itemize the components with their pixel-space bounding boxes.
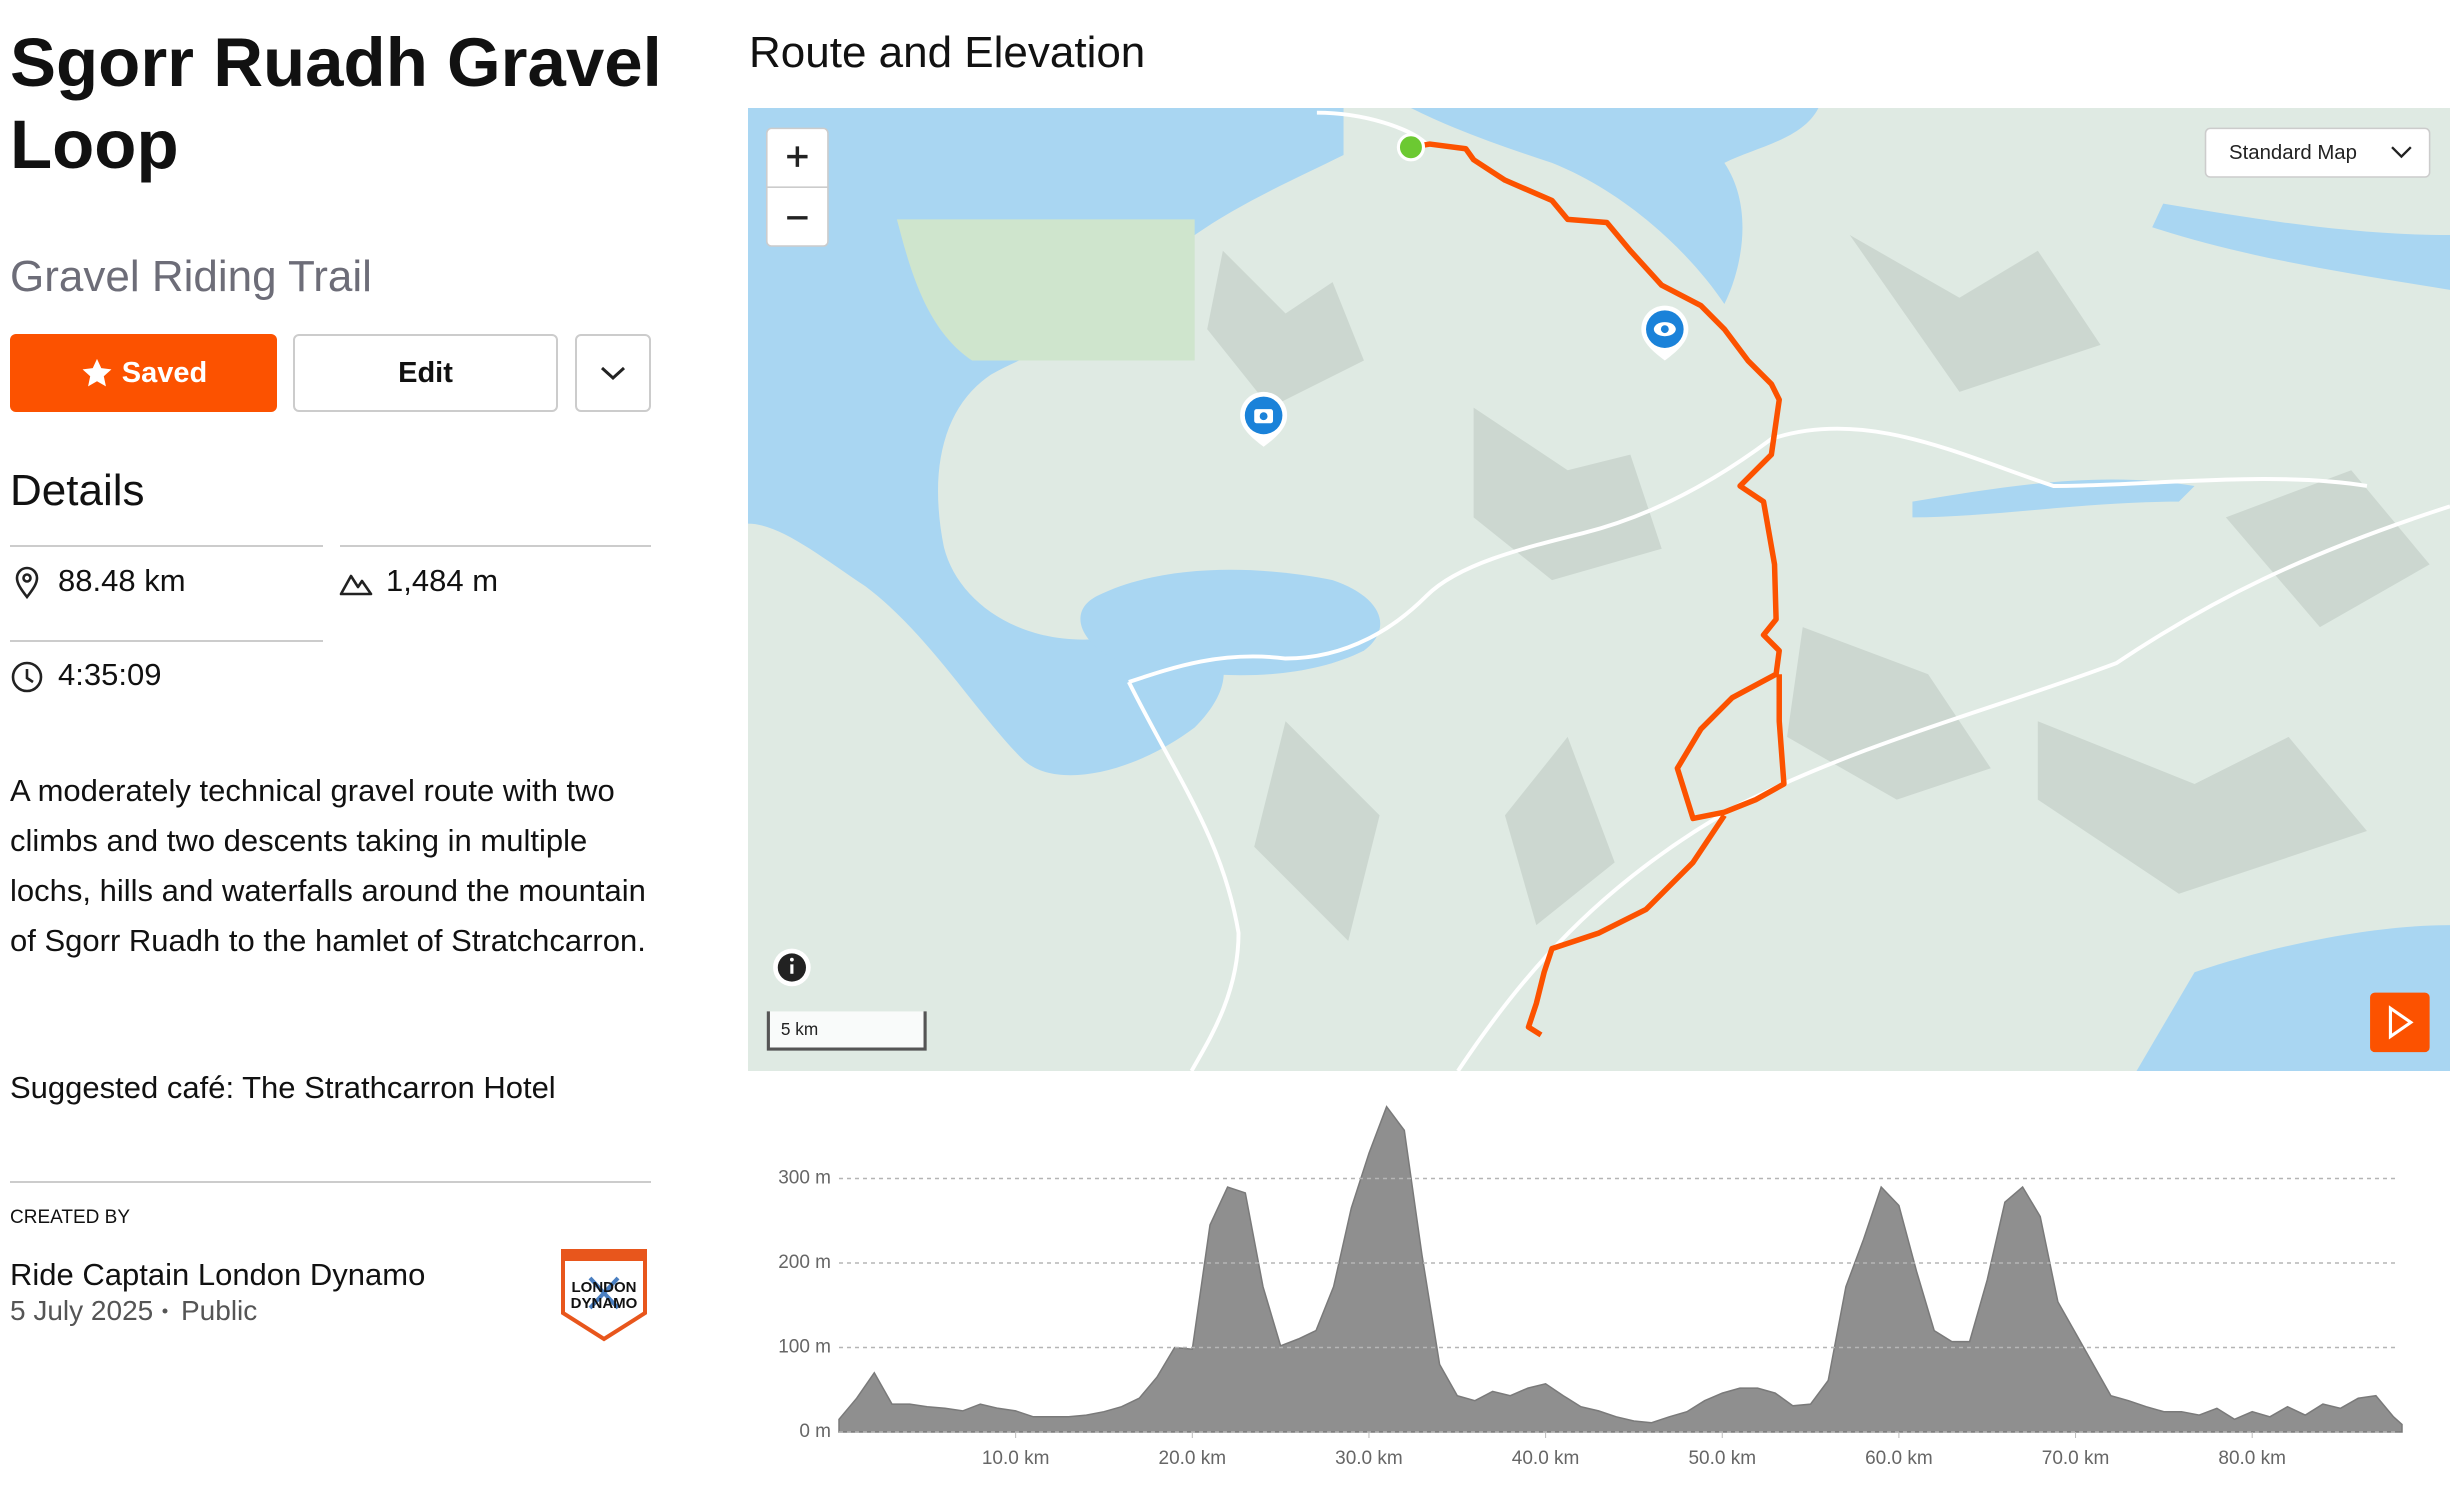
divider: [10, 1181, 651, 1183]
elevation-area: [838, 1105, 2403, 1433]
map-layer-select[interactable]: Standard Map: [2204, 127, 2431, 178]
x-tick-label: 40.0 km: [1512, 1448, 1580, 1469]
distance-icon: [15, 566, 39, 600]
park: [896, 219, 1195, 361]
created-by-label: CREATED BY: [10, 1207, 131, 1228]
route-subtitle: Gravel Riding Trail: [10, 252, 372, 301]
route-title: Sgorr Ruadh Gravel Loop: [10, 24, 662, 183]
x-tick-label: 10.0 km: [982, 1448, 1050, 1469]
x-tick-label: 80.0 km: [2218, 1448, 2286, 1469]
x-tick-label: 50.0 km: [1688, 1448, 1756, 1469]
creator-logo: LONDON DYNAMO: [561, 1249, 647, 1342]
water: [1410, 108, 1819, 305]
logo-text: DYNAMO: [571, 1295, 638, 1312]
saved-label: Saved: [121, 356, 208, 389]
map-layer-label: Standard Map: [2229, 142, 2357, 164]
created-date: 5 July 2025: [10, 1295, 154, 1326]
start-marker: [1396, 133, 1426, 162]
y-tick-label: 100 m: [778, 1337, 831, 1358]
x-tick-label: 60.0 km: [1865, 1448, 1933, 1469]
map[interactable]: Standard Map 5 km: [748, 108, 2450, 1071]
edit-label: Edit: [398, 356, 453, 389]
x-tick-label: 70.0 km: [2042, 1448, 2110, 1469]
divider: [10, 640, 323, 642]
moving-time: 4:35:09: [58, 657, 162, 692]
time-icon: [11, 661, 43, 693]
distance: 88.48 km: [58, 563, 186, 598]
x-tick-label: 30.0 km: [1335, 1448, 1403, 1469]
divider: [340, 545, 651, 547]
details-heading: Details: [10, 466, 145, 515]
water: [1080, 569, 1381, 676]
saved-button[interactable]: Saved: [10, 334, 277, 412]
elevation-gain: 1,484 m: [386, 563, 499, 598]
water: [2152, 203, 2450, 290]
separator-dot: [162, 1308, 168, 1314]
water: [1912, 479, 2195, 518]
zoom-control[interactable]: [766, 127, 829, 247]
more-button[interactable]: [575, 334, 651, 412]
y-tick-label: 0 m: [799, 1421, 831, 1442]
star-icon: [82, 358, 112, 387]
elevation-icon: [339, 574, 373, 596]
y-tick-label: 300 m: [778, 1168, 831, 1189]
scale-bar: 5 km: [766, 1011, 927, 1051]
route-line: [1410, 141, 1787, 1038]
section-heading: Route and Elevation: [749, 28, 1146, 77]
x-tick-label: 20.0 km: [1159, 1448, 1227, 1469]
viewpoint-marker[interactable]: [1641, 305, 1689, 361]
chevron-icon: [600, 366, 626, 381]
photo-marker[interactable]: [1240, 391, 1288, 447]
elevation-chart: 0 m 100 m 200 m 300 m 10.0 km 20.0 km 30.0 km 4…: [778, 1105, 2403, 1469]
edit-button[interactable]: Edit: [293, 334, 558, 412]
water: [748, 108, 1344, 776]
visibility: Public: [181, 1295, 258, 1326]
creator-name: Ride Captain London Dynamo: [10, 1257, 426, 1292]
description: A moderately technical gravel route with…: [10, 773, 646, 958]
flyover-button[interactable]: [2370, 992, 2430, 1053]
cafe: Suggested café: The Strathcarron Hotel: [10, 1070, 556, 1105]
logo-text: LONDON: [572, 1279, 637, 1296]
y-tick-label: 200 m: [778, 1252, 831, 1273]
divider: [10, 545, 323, 547]
scale-label: 5 km: [781, 1019, 818, 1039]
